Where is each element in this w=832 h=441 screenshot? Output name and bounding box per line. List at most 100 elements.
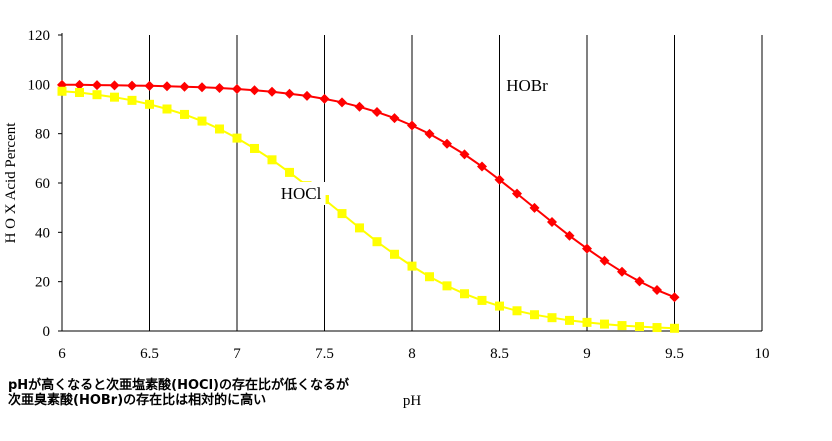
x-tick-label: 7 bbox=[233, 346, 241, 362]
data-point-hocl bbox=[162, 104, 172, 114]
x-tick-label: 8 bbox=[408, 346, 416, 362]
data-point-hocl bbox=[600, 319, 609, 329]
data-point-hobr bbox=[179, 81, 190, 92]
data-point-hocl bbox=[547, 313, 557, 323]
y-tick-label: 80 bbox=[35, 127, 50, 143]
series-label-backdrop bbox=[502, 74, 553, 97]
data-point-hobr bbox=[617, 266, 627, 277]
data-point-hocl bbox=[425, 272, 434, 282]
data-point-hocl bbox=[670, 323, 679, 333]
x-tick-label: 6.5 bbox=[140, 346, 159, 362]
data-point-hocl bbox=[215, 124, 224, 134]
data-point-hocl bbox=[390, 249, 399, 259]
series-label-hocl: HOCl bbox=[281, 184, 322, 203]
data-point-hobr bbox=[652, 285, 662, 296]
data-point-hocl bbox=[582, 317, 592, 327]
data-point-hobr bbox=[302, 90, 312, 101]
x-tick-label: 9.5 bbox=[665, 346, 684, 362]
chart-caption: pHが高くなると次亜塩素酸(HOCl)の存在比が低くなるが 次亜臭素酸(HOBr… bbox=[8, 378, 349, 408]
x-axis-title: pH bbox=[403, 393, 422, 409]
data-point-hobr bbox=[512, 188, 522, 199]
data-point-hobr bbox=[144, 80, 155, 91]
data-point-hobr bbox=[267, 86, 277, 97]
data-point-hocl bbox=[75, 87, 84, 97]
data-point-hobr bbox=[162, 81, 172, 92]
data-point-hobr bbox=[389, 113, 400, 124]
data-point-hobr bbox=[232, 84, 242, 95]
data-point-hocl bbox=[355, 223, 364, 233]
data-point-hobr bbox=[529, 202, 540, 213]
data-point-hocl bbox=[652, 323, 662, 333]
caption-line-1: pHが高くなると次亜塩素酸(HOCl)の存在比が低くなるが bbox=[8, 378, 349, 393]
data-point-hobr bbox=[582, 243, 592, 254]
y-tick-label: 60 bbox=[35, 176, 50, 192]
data-point-hobr bbox=[284, 88, 295, 99]
y-axis-title: H O X Acid Percent bbox=[3, 122, 19, 244]
data-point-hocl bbox=[635, 322, 644, 332]
data-point-hobr bbox=[337, 97, 347, 108]
data-point-hocl bbox=[565, 315, 574, 325]
caption-line-2: 次亜臭素酸(HOBr)の存在比は相対的に高い bbox=[8, 393, 267, 408]
data-point-hobr bbox=[197, 82, 207, 93]
y-tick-label: 100 bbox=[28, 77, 51, 93]
data-point-hobr bbox=[354, 101, 365, 112]
data-point-hocl bbox=[337, 209, 347, 219]
data-point-hobr bbox=[494, 174, 505, 185]
data-point-hobr bbox=[477, 161, 487, 172]
data-point-hobr bbox=[214, 83, 225, 94]
grid-lines bbox=[149, 35, 763, 331]
x-tick-label: 6 bbox=[58, 346, 66, 362]
labels-layer: 6 6.5 7 7.5 8 8.5 9 9.5 10020406080100120HOBrHOC… bbox=[28, 28, 770, 362]
series-label-hobr: HOBr bbox=[506, 76, 548, 95]
data-point-hocl bbox=[460, 289, 469, 299]
data-point-hocl bbox=[197, 116, 207, 126]
y-tick-label: 120 bbox=[28, 28, 51, 44]
data-point-hocl bbox=[530, 310, 539, 320]
data-point-hocl bbox=[512, 306, 522, 316]
series-label-backdrop bbox=[276, 182, 326, 205]
data-point-hocl bbox=[372, 237, 382, 247]
data-point-hobr bbox=[669, 292, 680, 303]
x-tick-label: 9 bbox=[583, 346, 591, 362]
x-tick-label: 10 bbox=[755, 346, 770, 362]
data-point-hobr bbox=[424, 128, 435, 139]
data-point-hobr bbox=[547, 216, 557, 227]
data-point-hobr bbox=[249, 85, 260, 96]
data-point-hobr bbox=[127, 80, 137, 91]
data-point-hobr bbox=[109, 80, 120, 91]
series-layer bbox=[57, 79, 680, 333]
y-tick-label: 20 bbox=[35, 275, 50, 291]
data-point-hocl bbox=[250, 143, 259, 153]
data-point-hobr bbox=[599, 255, 610, 266]
data-point-hocl bbox=[57, 86, 67, 96]
data-point-hocl bbox=[232, 133, 242, 143]
x-tick-label: 8.5 bbox=[490, 346, 509, 362]
data-point-hocl bbox=[442, 281, 452, 291]
data-point-hocl bbox=[495, 301, 504, 311]
x-tick-label: 7.5 bbox=[315, 346, 334, 362]
data-point-hocl bbox=[92, 90, 102, 100]
data-point-hobr bbox=[442, 138, 452, 149]
data-point-hobr bbox=[372, 106, 382, 117]
data-point-hobr bbox=[564, 230, 575, 241]
data-point-hobr bbox=[74, 79, 85, 90]
data-point-hocl bbox=[617, 321, 627, 331]
data-point-hocl bbox=[127, 95, 137, 105]
data-point-hocl bbox=[145, 99, 154, 109]
series-line-hobr bbox=[62, 83, 675, 299]
data-point-hocl bbox=[267, 155, 277, 165]
y-tick-label: 40 bbox=[35, 225, 50, 241]
data-point-hobr bbox=[92, 80, 102, 91]
data-point-hocl bbox=[407, 261, 417, 271]
data-point-hocl bbox=[110, 92, 119, 102]
y-tick-label: 0 bbox=[43, 324, 51, 340]
data-point-hobr bbox=[459, 149, 470, 160]
data-point-hocl bbox=[477, 295, 487, 305]
series-line-hocl bbox=[61, 90, 675, 330]
data-point-hobr bbox=[407, 120, 417, 131]
data-point-hobr bbox=[634, 276, 645, 287]
data-point-hobr bbox=[319, 93, 330, 104]
data-point-hocl bbox=[285, 167, 294, 177]
data-point-hocl bbox=[180, 109, 189, 119]
